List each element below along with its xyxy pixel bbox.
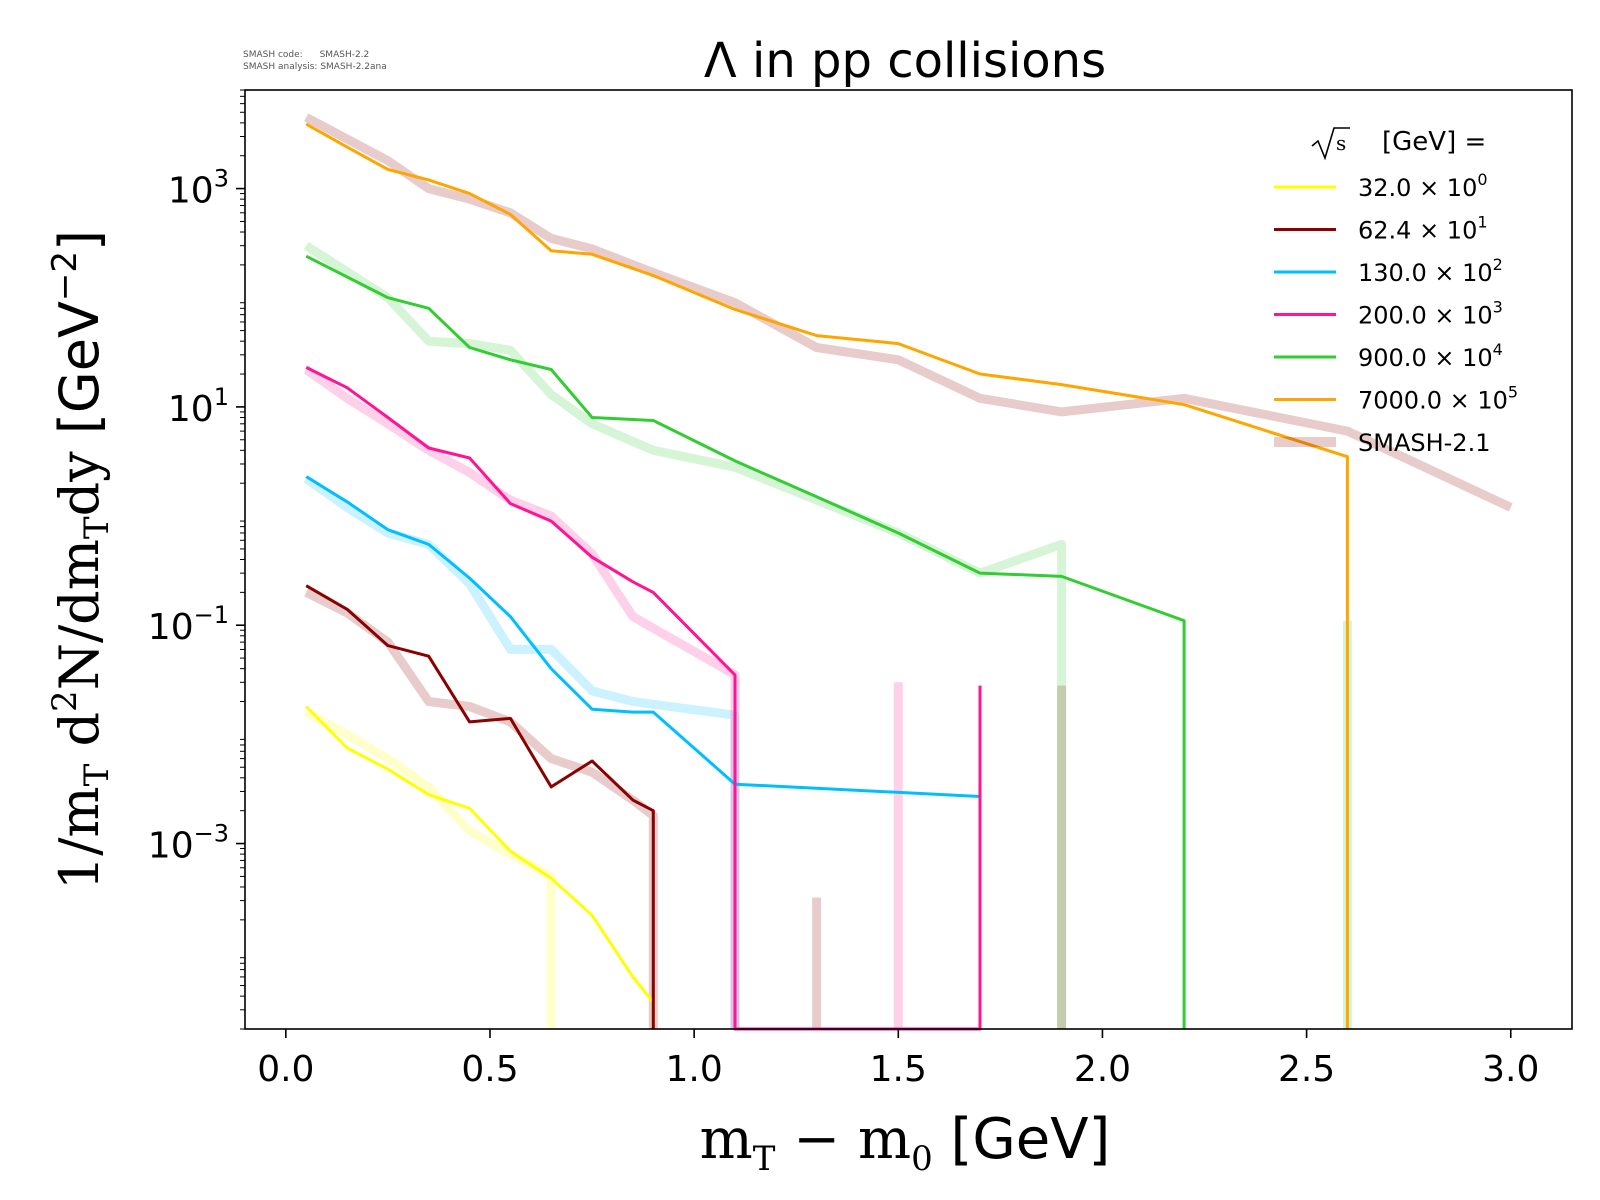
smash-analysis-label: SMASH analysis: (243, 62, 318, 72)
y-tick-label: 101 (168, 383, 229, 430)
y-tick-label: 10−1 (148, 601, 229, 648)
legend-label-4: 900.0 × 104 (1358, 340, 1503, 372)
x-axis-label: mT − m0 [GeV] (700, 1107, 1111, 1179)
series-line-3 (305, 366, 982, 1031)
series-line-1 (305, 584, 655, 1029)
reference-line-5 (303, 365, 740, 1029)
legend-label-3: 200.0 × 103 (1358, 298, 1503, 330)
legend-entries: 32.0 × 100 62.4 × 101 130.0 × 102 200.0 × 1… (1274, 170, 1518, 457)
reference-line-4 (303, 475, 740, 1029)
reference-line-0 (304, 708, 556, 1029)
legend-label-1: 62.4 × 101 (1358, 213, 1488, 245)
smash-analysis-meta: SMASH analysis: SMASH-2.2ana (243, 62, 387, 72)
sqrt-icon (1311, 127, 1350, 161)
reference-line-1 (304, 588, 658, 1029)
series-lines (305, 122, 1349, 1031)
legend-label-6: SMASH-2.1 (1358, 429, 1490, 457)
series-line-2 (305, 475, 981, 798)
series-line-5 (305, 122, 1349, 1029)
legend-label-2: 130.0 × 102 (1358, 255, 1503, 287)
smash-analysis-value: SMASH-2.2ana (320, 62, 387, 72)
series-line-4 (305, 254, 1186, 1029)
legend-s-symbol: s (1336, 131, 1346, 155)
legend-title: s [GeV] = (1311, 127, 1486, 161)
legend-label-5: 7000.0 × 105 (1358, 383, 1518, 415)
x-tick-label: 0.5 (461, 1049, 518, 1090)
smash-code-label: SMASH code: (243, 50, 303, 60)
legend: s [GeV] = 32.0 × 100 62.4 × 101 130.0 × 10… (1274, 127, 1518, 457)
chart-title: Λ in pp collisions (704, 33, 1106, 89)
legend-title-text: [GeV] = (1382, 127, 1486, 157)
x-tick-label: 1.5 (870, 1049, 927, 1090)
y-tick-label: 10−3 (148, 820, 229, 867)
x-tick-label: 3.0 (1482, 1049, 1539, 1090)
reference-lines (303, 113, 1513, 1029)
legend-label-0: 32.0 × 100 (1358, 170, 1488, 202)
series-line-0 (305, 705, 655, 1029)
x-tick-label: 2.0 (1074, 1049, 1131, 1090)
x-tick-label: 2.5 (1278, 1049, 1335, 1090)
y-axis-label: 1/mT d2N/dmTdy [GeV−2] (45, 230, 117, 890)
smash-code-meta: SMASH code: SMASH-2.2 (243, 50, 369, 60)
y-axis: 10−3 10−1 101 103 (148, 89, 245, 1030)
reference-line-9 (304, 113, 1513, 512)
y-tick-label: 103 (168, 165, 229, 212)
x-tick-label: 1.0 (666, 1049, 723, 1090)
x-axis: 0.0 0.5 1.0 1.5 2.0 2.5 3.0 (257, 1029, 1539, 1090)
x-tick-label: 0.0 (257, 1049, 314, 1090)
smash-code-value: SMASH-2.2 (319, 50, 370, 60)
